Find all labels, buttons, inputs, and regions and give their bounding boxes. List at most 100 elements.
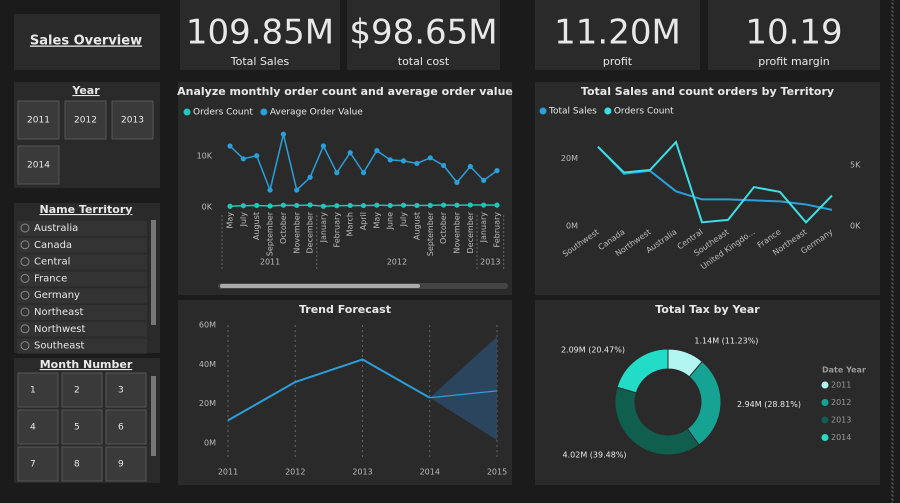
- slicer-button[interactable]: [61, 372, 103, 408]
- data-label: 1.14M (11.23%): [694, 336, 758, 345]
- slicer-option[interactable]: 5: [74, 423, 80, 433]
- point: [360, 202, 367, 209]
- radio[interactable]: [20, 257, 30, 267]
- slicer-button[interactable]: [105, 372, 147, 408]
- slicer-option[interactable]: 2011: [27, 116, 50, 126]
- x-tick-label: September: [426, 211, 435, 256]
- slicer-option[interactable]: 9: [118, 460, 124, 470]
- legend-swatch: [183, 108, 191, 116]
- slicer-option[interactable]: 4: [30, 423, 36, 433]
- slicer-option[interactable]: Canada: [34, 240, 72, 251]
- point: [280, 131, 286, 137]
- slicer-option[interactable]: 7: [30, 460, 36, 470]
- scrollbar[interactable]: [151, 220, 156, 325]
- slicer-option[interactable]: 8: [74, 460, 80, 470]
- point: [254, 202, 260, 209]
- slicer-title: Month Number: [40, 358, 133, 371]
- slicer-option[interactable]: 2014: [27, 161, 50, 171]
- scroll-thumb[interactable]: [220, 284, 420, 288]
- kpi-value: $98.65M: [349, 13, 497, 53]
- point: [267, 203, 273, 209]
- legend-swatch: [821, 416, 829, 424]
- slicer-option[interactable]: 2: [74, 386, 80, 396]
- slicer-button[interactable]: [105, 409, 147, 445]
- list-row[interactable]: [17, 321, 147, 337]
- y2-tick-label: 0K: [850, 222, 861, 231]
- list-row[interactable]: [17, 237, 147, 253]
- point: [294, 187, 300, 193]
- radio[interactable]: [20, 290, 30, 300]
- point: [360, 170, 367, 176]
- point: [441, 162, 447, 169]
- slicer-button[interactable]: [17, 145, 60, 185]
- slicer-option[interactable]: 1: [30, 386, 36, 396]
- radio[interactable]: [20, 324, 30, 334]
- slicer-button[interactable]: [105, 446, 147, 482]
- point: [334, 170, 340, 176]
- data-label: 2.09M (20.47%): [561, 346, 625, 355]
- panel: [347, 0, 500, 70]
- slicer-button[interactable]: [61, 409, 103, 445]
- x-tick-label: May: [226, 212, 235, 229]
- series-line: [597, 145, 833, 211]
- x-tick-label: August: [412, 212, 421, 240]
- forecast-line: [429, 390, 498, 399]
- legend-label: Total Sales: [548, 107, 597, 117]
- point: [467, 163, 473, 170]
- list-row[interactable]: [17, 254, 147, 270]
- radio[interactable]: [20, 223, 30, 233]
- kpi-value: 11.20M: [554, 13, 681, 53]
- radio[interactable]: [20, 273, 30, 283]
- point: [494, 168, 500, 174]
- point: [374, 148, 380, 154]
- x-tick-label: 2011: [218, 468, 238, 477]
- slicer-option[interactable]: Southeast: [34, 341, 85, 352]
- list-row[interactable]: [17, 338, 147, 354]
- y-tick-label: 20M: [561, 154, 578, 163]
- point: [481, 177, 487, 183]
- slicer-option[interactable]: Central: [34, 257, 70, 268]
- legend-swatch: [260, 108, 268, 116]
- legend-label: Average Order Value: [270, 108, 363, 118]
- point: [400, 158, 407, 164]
- slicer-option[interactable]: Australia: [34, 223, 78, 234]
- point: [494, 202, 500, 208]
- slicer-button[interactable]: [17, 372, 59, 408]
- series-line: [597, 140, 833, 224]
- slicer-option[interactable]: 6: [118, 423, 124, 433]
- list-row[interactable]: [17, 221, 147, 236]
- y-tick-label: 0M: [204, 439, 216, 448]
- y-tick-label: 0M: [566, 222, 578, 231]
- list-row[interactable]: [17, 305, 147, 320]
- slicer-option[interactable]: Germany: [34, 290, 80, 301]
- list-row[interactable]: [17, 271, 147, 287]
- slicer-option[interactable]: Northwest: [34, 324, 86, 335]
- slicer-button[interactable]: [111, 100, 154, 140]
- slicer-option[interactable]: 2013: [121, 116, 144, 126]
- point: [294, 202, 300, 209]
- slicer-button[interactable]: [17, 409, 59, 445]
- radio[interactable]: [20, 240, 30, 250]
- slicer-button[interactable]: [61, 446, 103, 482]
- x-tick-label: July: [399, 212, 408, 228]
- slicer-button[interactable]: [64, 100, 107, 140]
- radio[interactable]: [20, 307, 30, 317]
- slicer-button[interactable]: [17, 446, 59, 482]
- slicer-option[interactable]: 2012: [74, 116, 97, 126]
- slicer-option[interactable]: Northeast: [34, 307, 83, 318]
- x-tick-label: June: [386, 212, 395, 231]
- kpi-label: Total Sales: [230, 55, 290, 68]
- slicer-button[interactable]: [17, 100, 60, 140]
- radio[interactable]: [20, 341, 30, 351]
- slicer-option[interactable]: France: [34, 273, 67, 284]
- point: [227, 143, 233, 149]
- kpi-value: 109.85M: [186, 13, 334, 53]
- point: [441, 202, 447, 208]
- scrollbar[interactable]: [151, 376, 156, 456]
- x-tick-label: October: [439, 211, 448, 244]
- x-tick-label: 2015: [487, 468, 507, 477]
- slicer-option[interactable]: 3: [118, 386, 124, 396]
- y-tick-label: 60M: [199, 321, 216, 330]
- list-row[interactable]: [17, 288, 147, 304]
- panel: [708, 0, 880, 70]
